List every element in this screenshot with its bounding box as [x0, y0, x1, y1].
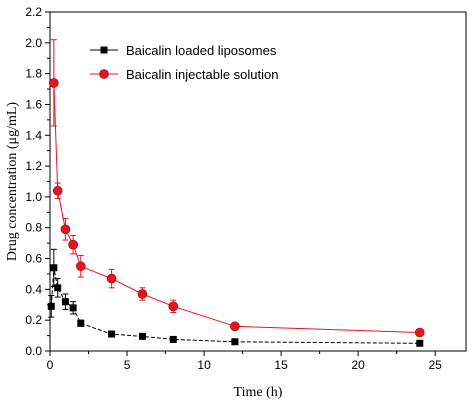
data-point: [138, 332, 146, 340]
data-point: [52, 185, 63, 196]
series-1: [47, 248, 424, 347]
data-point: [230, 321, 240, 332]
plot-frame: [49, 11, 467, 352]
x-tick-label: 20: [351, 358, 365, 372]
legend-item-1: Baicalin loaded liposomes: [90, 43, 277, 58]
x-tick-label: 0: [47, 358, 54, 372]
y-tick-label: 0.2: [25, 313, 42, 327]
data-point: [231, 338, 239, 346]
y-tick-label: 1.4: [25, 128, 42, 142]
y-tick-label: 1.8: [25, 67, 42, 81]
y-tick-label: 0.6: [25, 252, 42, 266]
series-group: [47, 39, 425, 347]
data-point: [60, 224, 71, 235]
data-point: [414, 327, 425, 338]
y-tick-label: 0.4: [25, 282, 42, 296]
data-point: [69, 304, 77, 312]
data-point: [54, 284, 62, 292]
data-point: [47, 302, 55, 310]
y-tick-label: 2.0: [25, 36, 42, 50]
legend-marker: [99, 69, 109, 79]
series-line: [50, 267, 420, 344]
series-2: [49, 39, 425, 338]
y-tick-label: 0.0: [25, 344, 42, 358]
x-tick-label: 25: [429, 358, 443, 372]
data-point: [77, 319, 85, 327]
y-tick-label: 2.2: [25, 5, 42, 19]
data-point: [416, 339, 424, 347]
data-point: [61, 298, 69, 306]
x-tick-label: 15: [274, 358, 288, 372]
x-tick-label: 10: [197, 358, 211, 372]
y-tick-label: 0.8: [25, 221, 42, 235]
data-point: [108, 330, 116, 338]
axes-group: 0.0 0.2 0.4 0.6 0.8 1.0 1.2 1.4 1.6 1.8 2.0 2.2 0 5 10…: [25, 5, 467, 372]
x-axis-title: Time (h): [234, 385, 283, 400]
y-tick-label: 1.2: [25, 159, 42, 173]
legend: Baicalin loaded liposomes Baicalin inject…: [90, 43, 278, 82]
data-point: [49, 78, 59, 88]
legend-label: Baicalin injectable solution: [126, 67, 278, 82]
data-point: [76, 261, 86, 272]
legend-item-2: Baicalin injectable solution: [90, 67, 278, 82]
y-tick-label: 1.0: [25, 190, 42, 204]
data-point: [168, 301, 179, 312]
legend-label: Baicalin loaded liposomes: [126, 43, 277, 58]
data-point: [137, 289, 148, 299]
data-point: [68, 239, 78, 250]
data-point: [169, 335, 177, 343]
y-tick-label: 1.6: [25, 97, 42, 111]
y-axis-title: Drug concentration (μg/mL): [5, 102, 20, 261]
x-tick-label: 5: [124, 358, 131, 372]
data-point: [50, 264, 58, 272]
series-line: [53, 82, 420, 333]
legend-marker: [100, 46, 108, 54]
data-point: [106, 273, 117, 284]
